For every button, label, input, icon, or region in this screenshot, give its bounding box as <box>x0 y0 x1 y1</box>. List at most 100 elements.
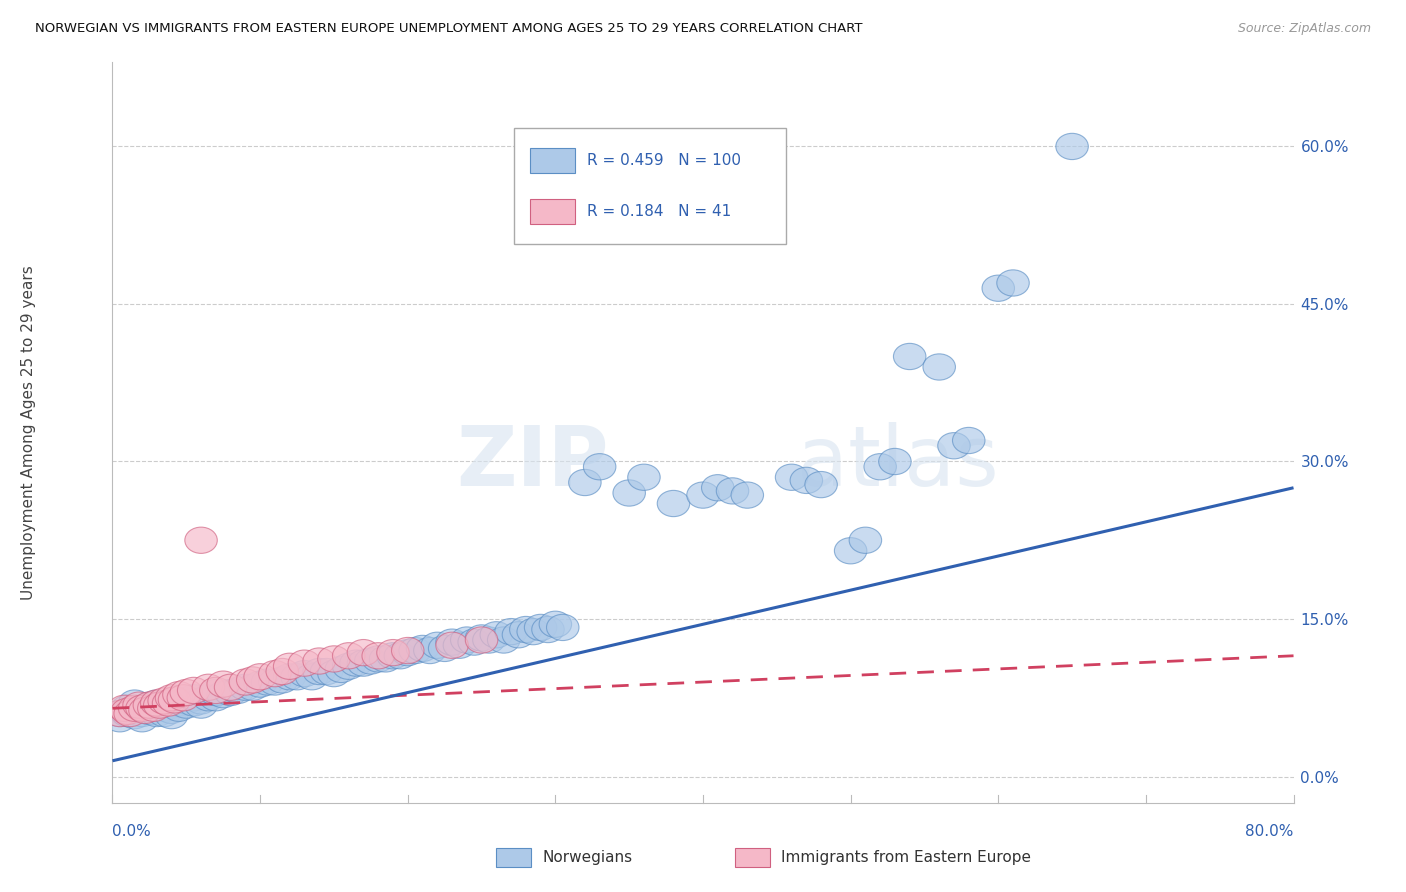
Ellipse shape <box>399 638 432 664</box>
Ellipse shape <box>997 270 1029 296</box>
Ellipse shape <box>177 685 209 711</box>
Ellipse shape <box>148 695 180 722</box>
Ellipse shape <box>938 433 970 458</box>
Ellipse shape <box>384 642 416 669</box>
Ellipse shape <box>214 674 247 700</box>
Ellipse shape <box>347 640 380 665</box>
Ellipse shape <box>155 698 188 723</box>
Text: R = 0.459   N = 100: R = 0.459 N = 100 <box>586 153 741 168</box>
Ellipse shape <box>1056 133 1088 160</box>
Ellipse shape <box>134 692 166 718</box>
Ellipse shape <box>834 538 868 564</box>
Ellipse shape <box>155 685 188 711</box>
Ellipse shape <box>134 698 166 724</box>
Ellipse shape <box>406 635 439 662</box>
Ellipse shape <box>214 680 247 706</box>
Ellipse shape <box>259 669 291 695</box>
Ellipse shape <box>266 667 298 693</box>
Text: NORWEGIAN VS IMMIGRANTS FROM EASTERN EUROPE UNEMPLOYMENT AMONG AGES 25 TO 29 YEA: NORWEGIAN VS IMMIGRANTS FROM EASTERN EUR… <box>35 22 863 36</box>
Ellipse shape <box>509 616 543 642</box>
Ellipse shape <box>288 660 321 687</box>
Ellipse shape <box>152 690 184 716</box>
Ellipse shape <box>125 695 159 722</box>
Ellipse shape <box>391 638 425 664</box>
Ellipse shape <box>981 275 1015 301</box>
Ellipse shape <box>613 480 645 506</box>
Ellipse shape <box>177 677 209 704</box>
Text: 0.0%: 0.0% <box>112 824 152 838</box>
Ellipse shape <box>163 690 195 716</box>
Ellipse shape <box>804 472 838 498</box>
Ellipse shape <box>922 354 956 380</box>
Ellipse shape <box>302 648 336 674</box>
Ellipse shape <box>436 632 468 658</box>
Ellipse shape <box>295 664 328 690</box>
Ellipse shape <box>125 706 159 732</box>
Ellipse shape <box>391 640 425 665</box>
Ellipse shape <box>229 674 262 700</box>
Ellipse shape <box>170 680 202 706</box>
Ellipse shape <box>159 687 191 713</box>
Ellipse shape <box>318 646 350 672</box>
Ellipse shape <box>458 629 491 656</box>
Ellipse shape <box>184 692 218 718</box>
Ellipse shape <box>702 475 734 501</box>
Text: Norwegians: Norwegians <box>541 850 633 865</box>
Ellipse shape <box>731 482 763 508</box>
Ellipse shape <box>302 658 336 685</box>
Ellipse shape <box>531 616 564 642</box>
Ellipse shape <box>420 632 454 658</box>
Ellipse shape <box>347 650 380 676</box>
Ellipse shape <box>627 464 661 491</box>
Ellipse shape <box>517 618 550 645</box>
Ellipse shape <box>148 688 180 714</box>
Ellipse shape <box>524 615 557 640</box>
Text: Immigrants from Eastern Europe: Immigrants from Eastern Europe <box>782 850 1031 865</box>
Ellipse shape <box>207 681 239 707</box>
Ellipse shape <box>125 700 159 727</box>
Ellipse shape <box>193 674 225 700</box>
Ellipse shape <box>879 449 911 475</box>
Ellipse shape <box>118 703 150 729</box>
Ellipse shape <box>266 658 298 685</box>
Ellipse shape <box>125 695 159 722</box>
Ellipse shape <box>790 467 823 493</box>
Ellipse shape <box>361 646 395 672</box>
Ellipse shape <box>184 527 218 553</box>
Ellipse shape <box>118 698 150 724</box>
Ellipse shape <box>716 478 749 504</box>
Ellipse shape <box>332 642 366 669</box>
Ellipse shape <box>849 527 882 553</box>
Ellipse shape <box>495 618 527 645</box>
Ellipse shape <box>177 690 209 716</box>
Ellipse shape <box>141 700 173 727</box>
Ellipse shape <box>148 700 180 727</box>
Ellipse shape <box>134 692 166 718</box>
Ellipse shape <box>236 667 269 693</box>
Ellipse shape <box>222 677 254 704</box>
Ellipse shape <box>141 690 173 716</box>
Text: Unemployment Among Ages 25 to 29 years: Unemployment Among Ages 25 to 29 years <box>21 265 35 600</box>
Ellipse shape <box>167 685 200 711</box>
Ellipse shape <box>288 650 321 676</box>
Ellipse shape <box>118 695 150 722</box>
Ellipse shape <box>163 695 195 722</box>
Ellipse shape <box>413 638 446 664</box>
Ellipse shape <box>184 688 218 714</box>
Ellipse shape <box>104 700 136 727</box>
Ellipse shape <box>479 622 513 648</box>
Ellipse shape <box>583 454 616 480</box>
Ellipse shape <box>200 677 232 704</box>
Ellipse shape <box>155 692 188 718</box>
Ellipse shape <box>325 657 357 682</box>
Ellipse shape <box>170 692 202 718</box>
Ellipse shape <box>111 700 143 727</box>
Ellipse shape <box>111 695 143 722</box>
Ellipse shape <box>104 706 136 732</box>
Ellipse shape <box>377 642 409 669</box>
Ellipse shape <box>863 454 897 480</box>
Ellipse shape <box>361 642 395 669</box>
Text: R = 0.184   N = 41: R = 0.184 N = 41 <box>586 204 731 219</box>
Ellipse shape <box>332 653 366 680</box>
Ellipse shape <box>243 671 277 698</box>
